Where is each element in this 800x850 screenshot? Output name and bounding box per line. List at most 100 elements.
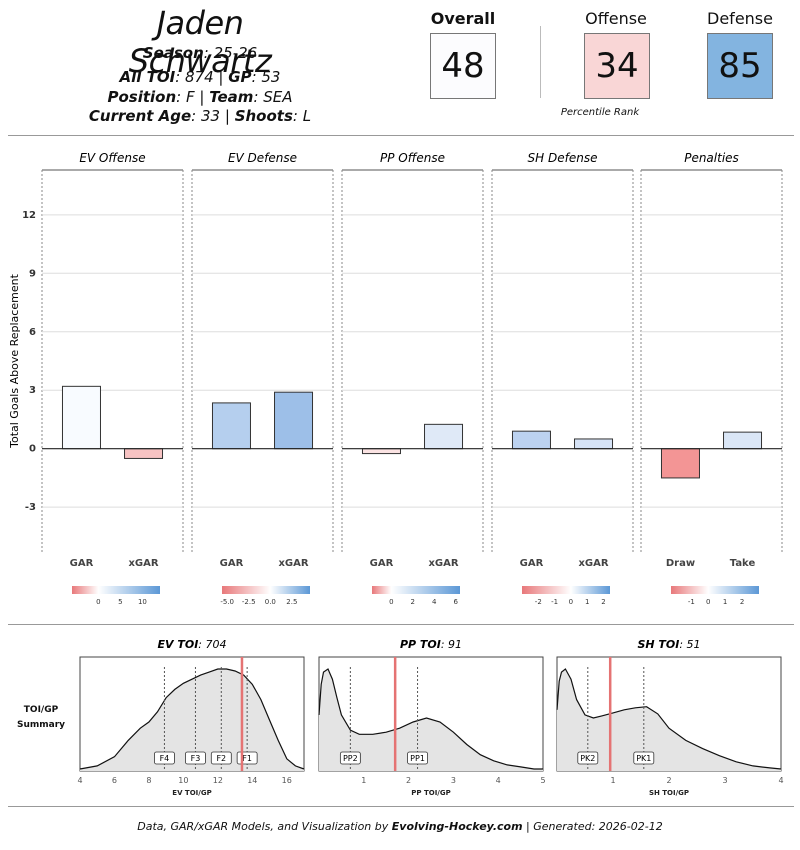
- category-label: GAR: [220, 558, 244, 569]
- toi-panel-title: PP TOI: 91: [400, 638, 462, 651]
- ref-label: F1: [242, 754, 252, 763]
- toi-gp-line: All TOI: 874 | GP: 53: [119, 68, 281, 86]
- score-divider: [540, 26, 541, 98]
- footer-prefix: Data, GAR/xGAR Models, and Visualization…: [137, 820, 389, 833]
- legend-gradient: [372, 586, 460, 594]
- bar-gar: [211, 402, 251, 450]
- legend-tick-label: 0: [706, 598, 710, 606]
- legend-tick-label: 10: [138, 598, 147, 606]
- x-tick-label: 2: [406, 776, 411, 785]
- x-axis-label: EV TOI/GP: [172, 789, 211, 797]
- bar-xgar: [124, 448, 164, 459]
- legend-tick-label: 1: [585, 598, 589, 606]
- bar-gar: [361, 448, 401, 455]
- legend-tick-label: 0: [569, 598, 573, 606]
- x-tick-label: 4: [496, 776, 501, 785]
- panel-title: PP Offense: [380, 151, 445, 165]
- panel-title: EV Offense: [79, 151, 145, 165]
- toi-panel-ev-toi: EV TOI: 704 F4 F3 F2 F1 4 6 8 10 12 14 16 EV TOI/GP: [77, 638, 305, 797]
- x-tick-label: 3: [451, 776, 456, 785]
- x-tick-label: 5: [540, 776, 545, 785]
- ref-label: PP1: [410, 754, 425, 763]
- x-tick-label: 16: [282, 776, 292, 785]
- legend-tick-label: 0: [389, 598, 393, 606]
- overall-label: Overall: [430, 9, 496, 28]
- bar-xgar: [274, 391, 314, 450]
- density-line: [318, 668, 543, 770]
- density-area: [319, 669, 543, 771]
- x-axis-label: PP TOI/GP: [411, 789, 450, 797]
- age-shoots-line: Current Age: 33 | Shoots: L: [88, 107, 312, 125]
- density-line: [79, 668, 305, 770]
- category-label: Draw: [666, 558, 695, 569]
- category-label: xGAR: [128, 558, 158, 569]
- gar-bar-chart: Total Goals Above Replacement-3036912EV …: [8, 151, 783, 606]
- density-area: [80, 669, 304, 771]
- toi-panel-title: EV TOI: 704: [157, 638, 226, 651]
- offense-score-box: 34: [584, 33, 650, 99]
- panel-title: Penalties: [684, 151, 739, 165]
- legend-tick-label: 4: [432, 598, 437, 606]
- ref-label-box: [210, 751, 232, 765]
- player-name: Jaden Schwartz: [128, 4, 272, 80]
- x-tick-label: 6: [112, 776, 117, 785]
- footer-brand: Evolving-Hockey.com: [391, 820, 523, 833]
- category-label: xGAR: [278, 558, 308, 569]
- ref-label-box: [577, 751, 599, 765]
- x-tick-label: 2: [666, 776, 671, 785]
- gar-panel-sh-defense: SH Defense GAR xGAR -2 -1 0 1 2: [491, 151, 634, 606]
- density-area: [557, 669, 781, 771]
- x-tick-label: 8: [146, 776, 151, 785]
- toi-summary-label-line1: TOI/GP: [23, 705, 59, 715]
- x-tick-label: 3: [722, 776, 727, 785]
- toi-summary-label: TOI/GP Summary: [6, 703, 76, 733]
- defense-score-box: 85: [707, 33, 773, 99]
- ref-label-box: [185, 751, 206, 765]
- toi-panel-sh-toi: SH TOI: 51 PK2 PK1 1 2 3 4 SH TOI/GP: [556, 638, 784, 797]
- legend-tick-label: -5.0: [220, 598, 234, 606]
- bar-xgar: [424, 423, 464, 450]
- legend-tick-label: -1: [688, 598, 695, 606]
- y-axis-label: Total Goals Above Replacement: [8, 273, 21, 448]
- toi-summary-label-line2: Summary: [16, 720, 66, 730]
- category-label: Take: [730, 558, 756, 569]
- ref-label: PP2: [343, 754, 358, 763]
- header-divider: [8, 135, 794, 136]
- y-tick-label: 6: [29, 327, 36, 338]
- legend-tick-label: 1: [723, 598, 727, 606]
- ref-label: F2: [216, 754, 226, 763]
- bar-gar: [511, 430, 551, 450]
- bar-gar: [61, 385, 101, 450]
- panel-title: SH Defense: [528, 151, 598, 165]
- y-tick-label: -3: [25, 502, 36, 513]
- x-tick-label: 1: [610, 776, 615, 785]
- legend-gradient: [522, 586, 610, 594]
- legend-tick-label: -1: [551, 598, 558, 606]
- legend-tick-label: 2.5: [286, 598, 297, 606]
- bar-xgar: [574, 438, 614, 450]
- x-tick-label: 4: [778, 776, 783, 785]
- ref-label-box: [339, 751, 361, 765]
- legend-tick-label: 2: [601, 598, 605, 606]
- legend-tick-label: -2.5: [242, 598, 256, 606]
- legend-tick-label: 2: [411, 598, 415, 606]
- legend-tick-label: 5: [118, 598, 122, 606]
- ref-label-box: [407, 751, 428, 765]
- defense-label: Defense: [707, 9, 773, 28]
- position-team-line: Position: F | Team: SEA: [107, 88, 293, 106]
- y-tick-label: 9: [29, 268, 36, 279]
- toi-panel-pp-toi: PP TOI: 91 PP2 PP1 1 2 3 4 5 PP TOI/GP: [318, 638, 546, 797]
- ref-label: F4: [160, 754, 170, 763]
- legend-gradient: [72, 586, 160, 594]
- legend-tick-label: 2: [740, 598, 744, 606]
- ref-label: PK2: [580, 754, 595, 763]
- category-label: GAR: [370, 558, 394, 569]
- gar-panel-ev-defense: EV Defense GAR xGAR -5.0 -2.5 0.0 2.5: [191, 151, 334, 606]
- legend-tick-label: 6: [453, 598, 458, 606]
- x-tick-label: 1: [361, 776, 366, 785]
- legend-tick-label: -2: [535, 598, 542, 606]
- legend-gradient: [222, 586, 310, 594]
- y-tick-label: 12: [22, 210, 36, 221]
- footer-suffix: | Generated: 2026-02-12: [526, 820, 663, 833]
